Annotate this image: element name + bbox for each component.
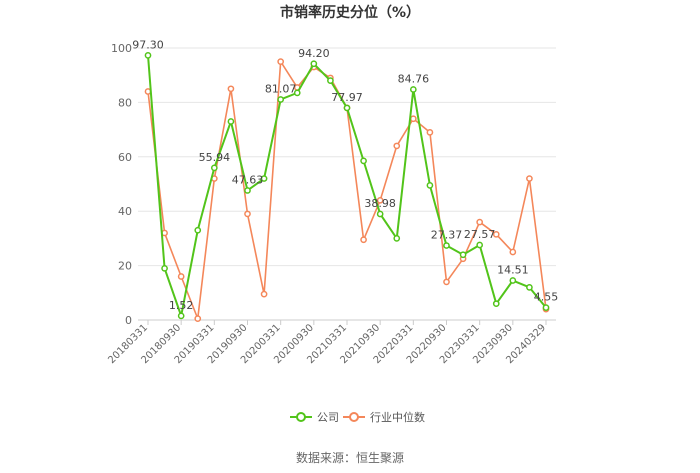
company-point[interactable] xyxy=(260,175,268,182)
industry-point[interactable] xyxy=(227,85,235,93)
industry-point[interactable] xyxy=(376,196,384,204)
data-label: 27.37 xyxy=(431,229,463,242)
y-tick-label: 0 xyxy=(125,314,132,327)
data-label: 84.76 xyxy=(398,72,430,85)
company-point[interactable] xyxy=(426,182,434,189)
legend-label: 公司 xyxy=(317,411,339,424)
company-point[interactable] xyxy=(144,51,152,59)
legend-item-industry-median[interactable]: 行业中位数 xyxy=(343,410,425,424)
industry-point[interactable] xyxy=(492,230,500,238)
company-point[interactable] xyxy=(360,157,367,165)
industry-point[interactable] xyxy=(426,128,434,136)
company-point[interactable] xyxy=(526,284,533,291)
industry-point[interactable] xyxy=(393,142,401,150)
company-point[interactable] xyxy=(509,277,517,284)
industry-point[interactable] xyxy=(244,210,251,218)
company-point[interactable] xyxy=(210,164,218,172)
series xyxy=(144,51,550,322)
company-point[interactable] xyxy=(393,235,401,242)
company-point[interactable] xyxy=(376,210,384,218)
data-label: 81.07 xyxy=(265,82,297,95)
industry-point[interactable] xyxy=(526,175,533,182)
company-point[interactable] xyxy=(244,187,251,194)
company-point[interactable] xyxy=(310,60,318,68)
data-label: 77.97 xyxy=(331,91,363,104)
legend[interactable]: 公司 行业中位数 xyxy=(290,410,425,424)
company-point[interactable] xyxy=(409,86,417,93)
company-point[interactable] xyxy=(443,242,450,249)
industry-point[interactable] xyxy=(443,278,450,286)
industry-point[interactable] xyxy=(509,248,517,256)
grid xyxy=(138,47,556,321)
company-point[interactable] xyxy=(194,226,202,234)
company-point[interactable] xyxy=(343,104,351,112)
company-point[interactable] xyxy=(161,264,168,272)
y-tick-label: 40 xyxy=(118,205,132,218)
y-tick-label: 60 xyxy=(118,151,132,164)
legend-marker-icon xyxy=(296,412,306,422)
data-label: 47.63 xyxy=(232,173,264,186)
company-point[interactable] xyxy=(177,312,185,320)
chart-title: 市销率历史分位（%） xyxy=(280,4,420,21)
industry-point[interactable] xyxy=(260,290,268,298)
y-tick-label: 20 xyxy=(118,260,132,273)
company-point[interactable] xyxy=(277,96,285,103)
data-label: 97.30 xyxy=(132,38,164,51)
company-point[interactable] xyxy=(492,300,500,308)
industry-point[interactable] xyxy=(177,273,185,280)
data-label: 4.55 xyxy=(534,291,559,304)
y-tick-label: 100 xyxy=(111,42,132,55)
industry-point[interactable] xyxy=(476,218,484,226)
legend-marker-icon xyxy=(349,412,359,422)
data-label: 94.20 xyxy=(298,47,330,60)
industry-point[interactable] xyxy=(277,58,285,65)
company-point[interactable] xyxy=(293,89,301,97)
legend-item-company[interactable]: 公司 xyxy=(290,411,339,424)
legend-label: 行业中位数 xyxy=(370,410,425,424)
data-label: 1.52 xyxy=(169,299,194,312)
industry-point[interactable] xyxy=(409,115,417,123)
data-label: 55.94 xyxy=(199,151,231,164)
source-note: 数据来源：恒生聚源 xyxy=(296,450,404,465)
company-point[interactable] xyxy=(476,241,484,249)
industry-point[interactable] xyxy=(360,236,367,244)
industry-point[interactable] xyxy=(194,315,202,322)
company-point[interactable] xyxy=(542,304,550,311)
company-point[interactable] xyxy=(327,77,334,84)
y-tick-label: 80 xyxy=(118,96,132,109)
data-label: 38.98 xyxy=(364,197,396,210)
company-point[interactable] xyxy=(227,118,235,125)
company-point[interactable] xyxy=(459,251,467,259)
data-label: 14.51 xyxy=(497,264,529,277)
data-label: 27.57 xyxy=(464,228,496,241)
